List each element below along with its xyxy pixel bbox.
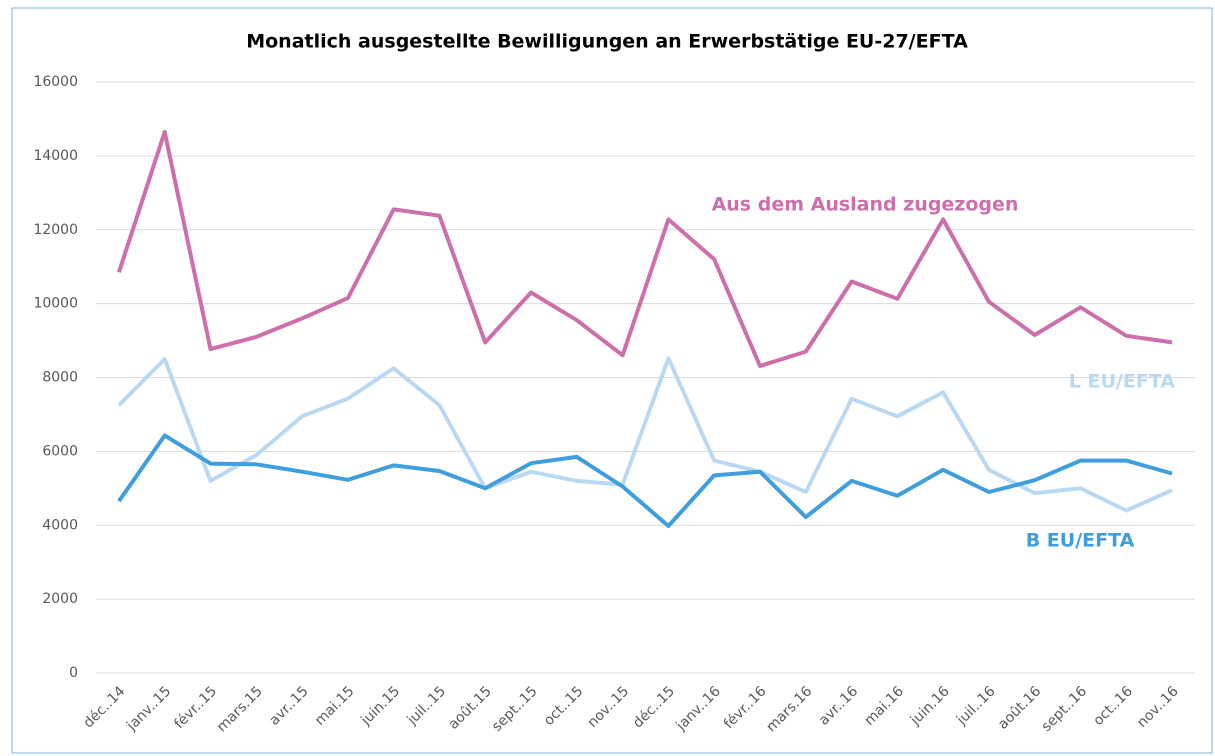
y-tick-label: 12000 <box>33 222 78 238</box>
y-tick-label: 2000 <box>42 591 78 607</box>
series-line <box>117 433 1173 528</box>
chart-title: Monatlich ausgestellte Bewilligungen an … <box>246 31 968 53</box>
series-label: L EU/EFTA <box>1069 371 1176 393</box>
series-label: Aus dem Ausland zugezogen <box>712 194 1019 216</box>
y-tick-label: 6000 <box>42 443 78 459</box>
y-tick-label: 0 <box>69 665 78 681</box>
y-tick-label: 4000 <box>42 517 78 533</box>
series-line <box>116 129 1173 368</box>
y-tick-label: 14000 <box>33 148 78 164</box>
y-tick-label: 16000 <box>33 74 78 90</box>
chart-frame <box>11 7 1213 754</box>
y-tick-label: 8000 <box>42 370 78 386</box>
series-line <box>117 356 1173 513</box>
series-label: B EU/EFTA <box>1026 530 1135 552</box>
y-tick-label: 10000 <box>33 296 78 312</box>
